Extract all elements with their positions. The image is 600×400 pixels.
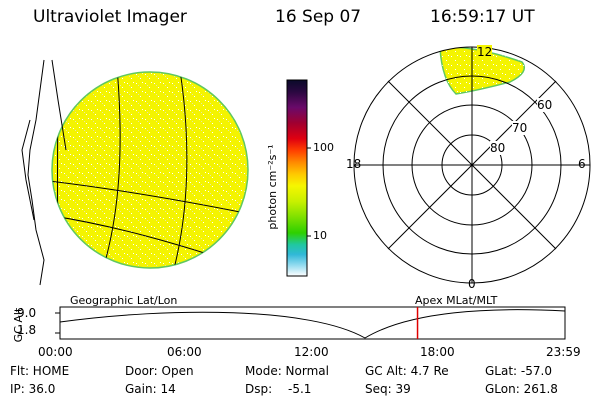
apex-label: Apex MLat/MLT bbox=[415, 294, 498, 307]
ip-info: IP: 36.0 bbox=[10, 382, 56, 396]
polar-axis-diagonal-2 bbox=[387, 80, 557, 250]
door-info: Door: Open bbox=[125, 364, 194, 378]
seq-info: Seq: 39 bbox=[365, 382, 411, 396]
x-tick-0000: 00:00 bbox=[38, 345, 73, 359]
mlt-label-0: 0 bbox=[468, 277, 476, 291]
geographic-label: Geographic Lat/Lon bbox=[70, 294, 178, 307]
altitude-curve bbox=[59, 309, 566, 339]
x-tick-2359: 23:59 bbox=[546, 345, 581, 359]
glat-info: GLat: -57.0 bbox=[485, 364, 552, 378]
gc-alt-info: GC Alt: 4.7 Re bbox=[365, 364, 449, 378]
altitude-timeline bbox=[55, 306, 566, 340]
colorbar-tick-label-10: 10 bbox=[313, 229, 327, 242]
polar-aurora-texture bbox=[440, 47, 525, 94]
meridian-left bbox=[21, 119, 35, 221]
mlt-label-12: 12 bbox=[477, 45, 493, 59]
x-tick-0600: 06:00 bbox=[167, 345, 202, 359]
gain-info: Gain: 14 bbox=[125, 382, 176, 396]
time-label: 16:59:17 UT bbox=[430, 7, 535, 27]
colorbar-tick-label-100: 100 bbox=[313, 141, 334, 154]
polar-mlt-plot bbox=[353, 46, 591, 284]
border-line bbox=[51, 59, 67, 151]
uv-image-texture bbox=[53, 73, 247, 267]
mode-info: Mode: Normal bbox=[245, 364, 329, 378]
date-label: 16 Sep 07 bbox=[275, 7, 362, 27]
dsp-value: -5.1 bbox=[288, 382, 312, 396]
y-tick-1.8: 1.8 bbox=[17, 323, 37, 337]
geographic-image-panel bbox=[21, 59, 249, 286]
x-tick-1200: 12:00 bbox=[294, 345, 329, 359]
glon-info: GLon: 261.8 bbox=[485, 382, 558, 396]
instrument-title: Ultraviolet Imager bbox=[33, 7, 187, 27]
lat-label-80: 80 bbox=[490, 141, 506, 155]
mlt-label-18: 18 bbox=[346, 157, 362, 171]
timeline-frame bbox=[59, 306, 566, 340]
mlt-label-6: 6 bbox=[578, 157, 586, 171]
colorbar-unit-label: photon cm⁻²s⁻¹ bbox=[266, 144, 279, 230]
colorbar bbox=[286, 79, 311, 277]
y-tick-9: 9.0 bbox=[17, 306, 37, 320]
lat-label-60: 60 bbox=[537, 98, 553, 112]
coastline bbox=[27, 59, 45, 286]
flight-info: Flt: HOME bbox=[10, 364, 70, 378]
colorbar-gradient bbox=[286, 79, 308, 277]
lat-label-70: 70 bbox=[512, 121, 528, 135]
dsp-label: Dsp: bbox=[245, 382, 273, 396]
x-tick-1800: 18:00 bbox=[420, 345, 455, 359]
